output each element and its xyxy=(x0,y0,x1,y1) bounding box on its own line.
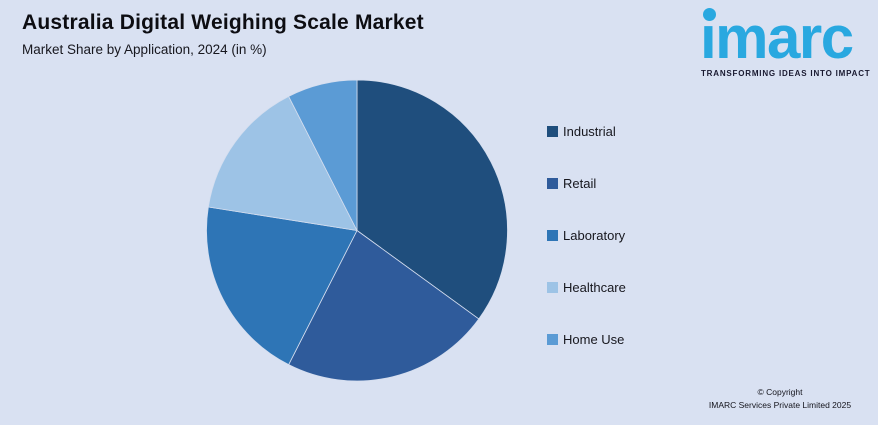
legend-item-healthcare: Healthcare xyxy=(547,280,626,295)
copyright-line1: © Copyright xyxy=(757,387,803,397)
pie-chart xyxy=(206,79,508,382)
page-subtitle: Market Share by Application, 2024 (in %) xyxy=(22,42,267,57)
pie-slice-healthcare xyxy=(207,95,358,232)
pie-slice-home-use xyxy=(288,79,358,231)
imarc-logo: ımarc TRANSFORMING IDEAS INTO IMPACT xyxy=(700,6,870,80)
legend-item-retail: Retail xyxy=(547,176,626,191)
legend-swatch-laboratory xyxy=(547,230,558,241)
legend-swatch-retail xyxy=(547,178,558,189)
legend-label: Retail xyxy=(563,176,597,191)
imarc-i-dot xyxy=(703,8,716,21)
pie-slice-laboratory xyxy=(206,206,358,366)
page-title: Australia Digital Weighing Scale Market xyxy=(22,11,424,34)
legend-swatch-healthcare xyxy=(547,282,558,293)
legend-swatch-industrial xyxy=(547,126,558,137)
imarc-wordmark: ımarc xyxy=(700,4,854,71)
chart-header: Australia Digital Weighing Scale Market … xyxy=(22,11,424,57)
legend-item-industrial: Industrial xyxy=(547,124,626,139)
legend-label: Industrial xyxy=(563,124,616,139)
pie-slice-industrial xyxy=(356,79,508,320)
pie-slice-retail xyxy=(288,229,480,382)
legend-item-laboratory: Laboratory xyxy=(547,228,626,243)
legend-item-home-use: Home Use xyxy=(547,332,626,347)
copyright-line2: IMARC Services Private Limited 2025 xyxy=(708,400,852,411)
legend-label: Laboratory xyxy=(563,228,626,243)
chart-legend: Industrial Retail Laboratory Healthcare Home… xyxy=(547,124,626,384)
imarc-tagline: TRANSFORMING IDEAS INTO IMPACT xyxy=(701,69,871,78)
legend-swatch-home-use xyxy=(547,334,558,345)
copyright-notice: © Copyright IMARC Services Private Limit… xyxy=(690,386,870,412)
legend-label: Home Use xyxy=(563,332,625,347)
legend-label: Healthcare xyxy=(563,280,626,295)
